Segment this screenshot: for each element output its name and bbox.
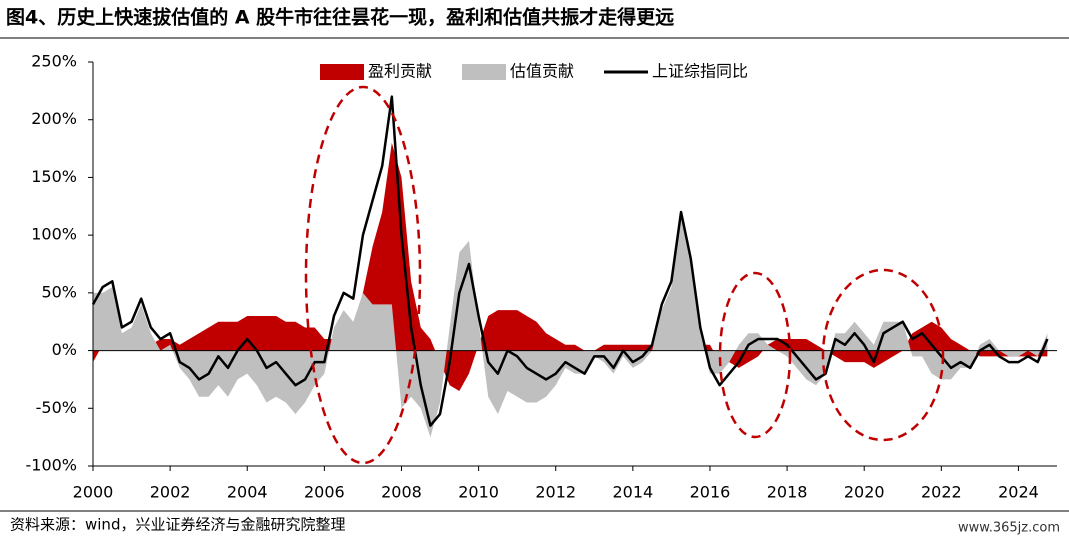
source: 资料来源：wind，兴业证券经济与金融研究院整理 — [10, 516, 345, 534]
legend-label: 上证综指同比 — [652, 62, 748, 81]
y-tick-label: 50% — [41, 282, 77, 301]
plot: -100% -50% 0% 50% 100% 150% 200% 250% 2000 2002 20… — [25, 52, 1057, 502]
legend-label: 盈利贡献 — [368, 62, 432, 81]
y-tick-label: -50% — [36, 398, 77, 417]
annotations — [304, 85, 945, 465]
x-tick-label: 2000 — [73, 483, 114, 502]
x-tick-label: 2020 — [844, 483, 885, 502]
y-tick-label: 200% — [31, 109, 77, 128]
x-tick-label: 2012 — [535, 483, 576, 502]
ellipse — [304, 85, 422, 465]
x-tick-label: 2006 — [304, 483, 345, 502]
x-tick-label: 2002 — [150, 483, 191, 502]
legend-item: 盈利贡献 — [320, 62, 432, 81]
legend-swatch — [320, 64, 364, 80]
x-tick-label: 2016 — [690, 483, 731, 502]
x-tick-label: 2022 — [921, 483, 962, 502]
x-tick-label: 2010 — [458, 483, 499, 502]
ellipse — [718, 271, 792, 439]
legend-label: 估值贡献 — [510, 62, 574, 81]
x-tick-label: 2008 — [381, 483, 422, 502]
chart-title: 图4、历史上快速拔估值的 A 股牛市往往昙花一现，盈利和估值共振才走得更远 — [6, 6, 674, 29]
ellipse — [821, 268, 945, 442]
y-tick-label: 0% — [52, 340, 77, 359]
x-tick-label: 2018 — [767, 483, 808, 502]
area — [93, 217, 1048, 438]
y-tick-label: 250% — [31, 52, 77, 71]
x-tick-label: 2004 — [227, 483, 268, 502]
legend-item: 上证综指同比 — [604, 62, 748, 81]
x-tick-label: 2014 — [612, 483, 653, 502]
y-tick-label: 150% — [31, 167, 77, 186]
line — [91, 95, 1049, 427]
y-tick-label: -100% — [25, 456, 77, 475]
legend-swatch — [462, 64, 507, 80]
legend-item: 估值贡献 — [462, 62, 574, 81]
x-tick-label: 2024 — [998, 483, 1039, 502]
watermark: www.365jz.com — [958, 521, 1060, 536]
y-tick-label: 100% — [31, 225, 77, 244]
